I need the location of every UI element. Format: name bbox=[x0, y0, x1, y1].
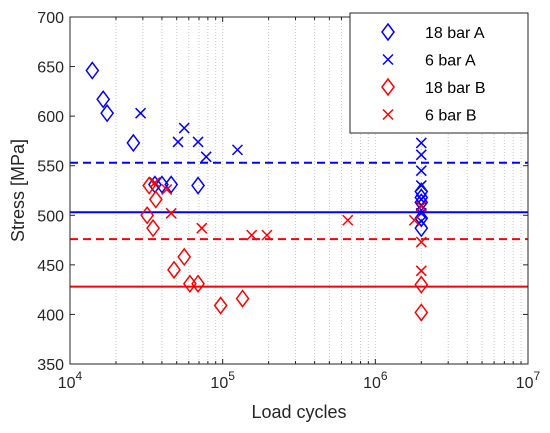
6-bar-b-point bbox=[261, 229, 273, 241]
18-bar-b-point bbox=[182, 274, 197, 293]
18-bar-b-point bbox=[167, 260, 181, 280]
18-bar-b-point bbox=[140, 206, 155, 225]
18-bar-b-point bbox=[191, 274, 206, 293]
6-bar-a-point bbox=[200, 151, 212, 163]
legend-label: 6 bar A bbox=[425, 53, 476, 70]
legend-marker bbox=[382, 108, 394, 121]
6-bar-b-point bbox=[415, 200, 427, 212]
6-bar-a-point bbox=[192, 136, 204, 148]
6-bar-b-point bbox=[415, 236, 427, 248]
6-bar-a-point bbox=[415, 137, 427, 149]
y-axis-label: Stress [MPa] bbox=[8, 139, 28, 242]
18-bar-a-point bbox=[96, 90, 111, 109]
18-bar-a-point bbox=[191, 176, 206, 195]
6-bar-b-point bbox=[161, 183, 173, 196]
18-bar-b-point bbox=[414, 275, 429, 294]
x-tick-label: 106 bbox=[363, 369, 388, 392]
6-bar-b-point bbox=[415, 265, 427, 277]
18-bar-b-point bbox=[177, 247, 192, 267]
y-tick-label: 350 bbox=[37, 357, 64, 374]
y-tick-label: 550 bbox=[37, 159, 64, 176]
18-bar-b-point bbox=[235, 289, 250, 308]
6-bar-a-point bbox=[415, 149, 427, 161]
x-tick-label: 107 bbox=[516, 369, 541, 392]
18-bar-b-point bbox=[148, 190, 163, 209]
plot-frame bbox=[69, 16, 529, 365]
legend-box bbox=[349, 12, 529, 134]
6-bar-a-point bbox=[135, 107, 147, 119]
6-bar-b-point bbox=[196, 222, 208, 234]
18-bar-a-point bbox=[85, 61, 100, 80]
18-bar-a-point bbox=[164, 175, 179, 194]
18-bar-a-point bbox=[100, 103, 115, 123]
6-bar-a-point bbox=[172, 136, 184, 148]
legend-label: 18 bar B bbox=[425, 80, 485, 97]
legend-label: 18 bar A bbox=[425, 25, 485, 42]
reference-lines bbox=[70, 161, 528, 288]
18-bar-b-point bbox=[213, 296, 228, 315]
y-tick-label: 700 bbox=[37, 10, 64, 27]
6-bar-b-point bbox=[342, 214, 354, 226]
6-bar-a-point bbox=[415, 165, 427, 177]
x-axis-label: Load cycles bbox=[251, 402, 346, 422]
6-bar-b-point bbox=[408, 214, 420, 226]
x-tick-label: 104 bbox=[58, 369, 83, 392]
legend-marker bbox=[381, 22, 395, 42]
data-points bbox=[85, 61, 429, 322]
axis-ticks: 350 400 450 500 550 600 650 700 104 105 106 107 bbox=[37, 10, 540, 392]
6-bar-a-point bbox=[231, 144, 243, 156]
y-tick-label: 600 bbox=[37, 109, 64, 126]
x-tick-label: 105 bbox=[210, 369, 235, 392]
legend: 18 bar A 6 bar A 18 bar B 6 bar B bbox=[349, 12, 529, 134]
6-bar-a-point bbox=[178, 122, 190, 134]
legend-marker bbox=[382, 53, 394, 66]
legend-label: 6 bar B bbox=[425, 108, 477, 125]
18-bar-b-point bbox=[414, 303, 429, 322]
6-bar-b-point bbox=[165, 207, 177, 219]
18-bar-b-point bbox=[146, 218, 160, 238]
6-bar-a-point bbox=[415, 180, 427, 192]
y-tick-label: 650 bbox=[37, 60, 64, 77]
18-bar-b-point bbox=[142, 176, 157, 195]
legend-marker bbox=[381, 77, 395, 97]
18-bar-a-point bbox=[154, 175, 169, 194]
y-tick-label: 400 bbox=[37, 307, 64, 324]
6-bar-b-point bbox=[246, 229, 258, 241]
y-tick-label: 500 bbox=[37, 208, 64, 225]
18-bar-a-point bbox=[126, 133, 141, 153]
y-tick-label: 450 bbox=[37, 258, 64, 275]
6-bar-b-point bbox=[149, 177, 161, 189]
18-bar-a-point bbox=[414, 209, 429, 228]
